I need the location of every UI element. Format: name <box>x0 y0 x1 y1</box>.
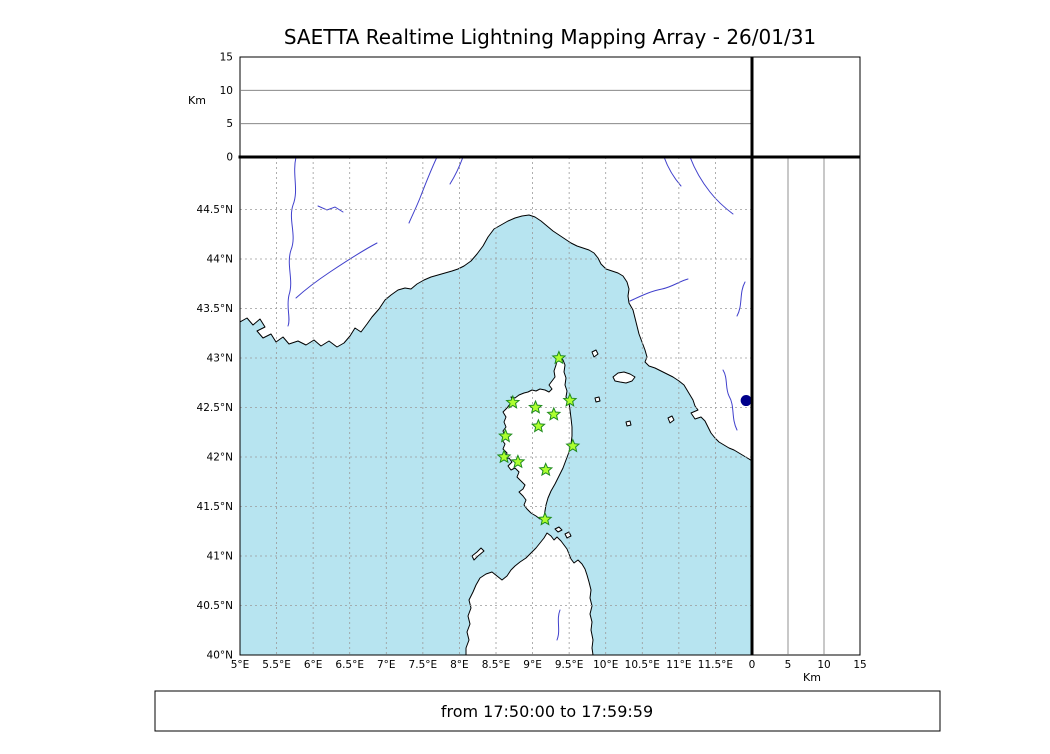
river <box>722 369 738 431</box>
lat-tick-label: 41.5°N <box>197 501 233 513</box>
lon-tick-label: 8.5°E <box>482 659 511 671</box>
lat-tick-label: 40°N <box>207 650 233 662</box>
alt-vs-lat-panel <box>751 156 861 656</box>
lon-tick-label: 7.5°E <box>409 659 438 671</box>
river <box>629 278 689 302</box>
capraia-island <box>591 349 599 358</box>
montecristo-island <box>625 420 632 427</box>
lma-station-marker <box>537 511 553 526</box>
alt-tick-label: 0 <box>226 152 233 164</box>
alt-tick-label: 5 <box>785 659 792 671</box>
lma-station-marker <box>496 449 512 464</box>
lon-tick-label: 6°E <box>304 659 323 671</box>
lma-station-marker <box>546 406 562 421</box>
lon-tick-label: 8°E <box>450 659 469 671</box>
alt-axis-ticks-top: 0 5 10 15 <box>220 52 233 164</box>
lon-tick-label: 10.5°E <box>625 659 660 671</box>
lat-graticule <box>240 209 752 606</box>
small-islands <box>471 349 675 561</box>
alt-tick-label: 10 <box>817 659 830 671</box>
river <box>408 157 438 224</box>
lma-station-marker <box>551 350 567 365</box>
alt-vs-lon-panel <box>239 56 753 158</box>
sardinia-island <box>465 532 594 655</box>
lat-tick-label: 42°N <box>207 451 233 463</box>
pianosa-island <box>594 396 601 403</box>
alt-tick-label: 15 <box>220 52 233 64</box>
maddalena-island <box>554 526 563 533</box>
lon-axis-ticks: 5°E 5.5°E 6°E 6.5°E 7°E 7.5°E 8°E 8.5°E 9°E 9.5°E… <box>231 659 733 671</box>
lat-tick-label: 40.5°N <box>197 600 233 612</box>
time-range-text: from 17:50:00 to 17:59:59 <box>441 702 653 721</box>
time-range-box <box>154 690 941 732</box>
river <box>449 157 464 185</box>
figure-title: SAETTA Realtime Lightning Mapping Array … <box>284 25 816 49</box>
lat-tick-label: 43.5°N <box>197 303 233 315</box>
lma-station-marker <box>538 462 554 477</box>
detection-marker <box>740 395 752 407</box>
alt-tick-label: 10 <box>220 85 233 97</box>
lon-tick-label: 9°E <box>523 659 542 671</box>
lat-tick-label: 44°N <box>207 253 233 265</box>
mainland-coastline <box>240 157 752 462</box>
lon-graticule <box>276 157 716 655</box>
lat-axis-ticks: 40°N 40.5°N 41°N 41.5°N 42°N 42.5°N 43°N 43.5°N… <box>197 204 233 662</box>
giglio-island <box>667 415 675 424</box>
lon-tick-label: 6.5°E <box>335 659 364 671</box>
detection-layer <box>740 395 752 407</box>
lon-tick-label: 11.5°E <box>698 659 733 671</box>
lma-station-marker <box>510 454 526 469</box>
lma-station-marker <box>562 392 578 407</box>
lat-tick-label: 41°N <box>207 550 233 562</box>
river <box>287 157 297 327</box>
lon-tick-label: 9.5°E <box>555 659 584 671</box>
river <box>317 205 344 213</box>
alt-gridlines-top <box>240 89 752 125</box>
alt-tick-label: 15 <box>853 659 866 671</box>
alt-tick-label: 0 <box>749 659 756 671</box>
river <box>556 609 561 641</box>
lon-tick-label: 5.5°E <box>262 659 291 671</box>
asinara-island <box>471 547 485 561</box>
lon-tick-label: 10°E <box>593 659 618 671</box>
lat-tick-label: 44.5°N <box>197 204 233 216</box>
river <box>295 242 378 299</box>
station-layer <box>496 350 581 526</box>
lon-tick-label: 7°E <box>377 659 396 671</box>
alt-axis-label-top: Km <box>188 94 206 107</box>
elba-island <box>612 371 636 384</box>
lat-tick-label: 43°N <box>207 352 233 364</box>
alt-axis-ticks-right: 0 5 10 15 <box>749 659 867 671</box>
lma-station-marker <box>528 399 543 414</box>
land-layer <box>240 157 752 655</box>
alt-tick-label: 5 <box>226 118 233 130</box>
lon-tick-label: 5°E <box>231 659 250 671</box>
rivers <box>287 157 746 641</box>
alt-axis-label-right: Km <box>803 671 821 684</box>
alt-gridlines-right <box>787 157 825 655</box>
lma-station-marker <box>498 428 513 443</box>
alt-histogram-panel <box>751 56 861 158</box>
corsica-island <box>501 356 573 520</box>
lma-station-marker <box>530 418 546 433</box>
river <box>663 157 682 187</box>
lat-tick-label: 42.5°N <box>197 402 233 414</box>
river <box>736 281 746 317</box>
lma-station-marker <box>565 438 581 453</box>
river <box>689 157 734 215</box>
lma-station-marker <box>505 394 521 409</box>
lon-tick-label: 11°E <box>666 659 691 671</box>
